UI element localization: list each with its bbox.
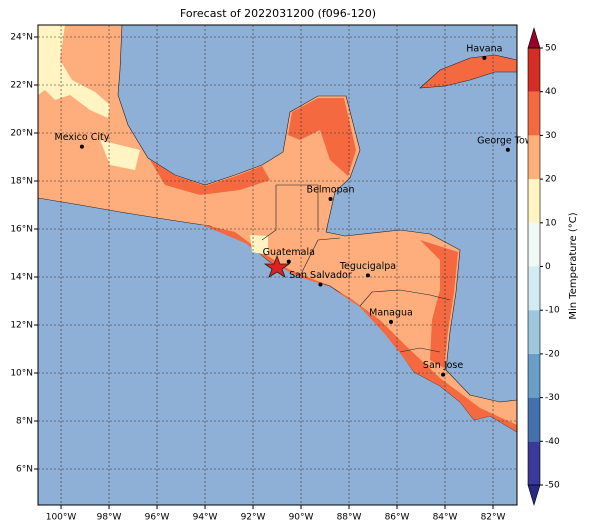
city-label: Guatemala: [263, 247, 315, 258]
map-title: Forecast of 2022031200 (f096-120): [180, 7, 376, 20]
lon-tick-label: 98°W: [97, 513, 122, 523]
colorbar-tick-label: -10: [545, 306, 560, 316]
colorbar-tick-label: 20: [545, 175, 557, 185]
lon-tick-label: 90°W: [289, 513, 314, 523]
colorbar-tick-label: 50: [545, 44, 557, 54]
lon-tick-label: 100°W: [46, 513, 77, 523]
city-label: George Town: [477, 135, 538, 146]
city-label: Belmopan: [307, 185, 355, 196]
lat-tick-label: 8°N: [16, 417, 33, 427]
lon-tick-label: 82°W: [481, 513, 506, 523]
colorbar-segment: [528, 91, 540, 136]
city-label: Havana: [466, 43, 502, 54]
lat-tick-label: 12°N: [10, 321, 33, 331]
city-label: Tegucigalpa: [339, 261, 396, 272]
city-dot: [389, 319, 394, 324]
warm-zone: [150, 98, 517, 432]
colorbar-segment: [528, 353, 540, 398]
colorbar-segment: [528, 441, 540, 485]
land: [419, 54, 517, 89]
city-dot: [286, 259, 291, 264]
colorbar-segment: [528, 48, 540, 92]
lat-tick-label: 10°N: [10, 369, 33, 379]
colorbar-segment: [528, 179, 540, 223]
lon-tick-label: 84°W: [433, 513, 458, 523]
lat-tick-label: 24°N: [10, 33, 33, 43]
city-dot: [365, 273, 370, 278]
city-label: San Salvador: [289, 270, 352, 281]
lon-tick-label: 86°W: [385, 513, 410, 523]
colorbar-under: [527, 484, 541, 507]
colorbar-segment: [528, 397, 540, 442]
highlight-star: [263, 254, 291, 278]
lat-tick-label: 20°N: [10, 129, 33, 139]
lat-tick-label: 6°N: [16, 465, 33, 475]
colorbar-tick-label: 30: [545, 131, 557, 141]
city-dot: [79, 144, 84, 149]
colorbar-tick-label: -40: [545, 437, 560, 447]
lat-tick-label: 14°N: [10, 273, 33, 283]
cool-zone: [38, 25, 268, 255]
colorbar-over: [527, 26, 541, 49]
colorbar-label: Min Temperature (°C): [568, 212, 579, 319]
colorbar-tick-label: -50: [545, 481, 560, 491]
city-label: San Jose: [423, 360, 463, 371]
colorbar-segment: [528, 266, 540, 311]
lat-tick-label: 16°N: [10, 225, 33, 235]
city-label: Managua: [369, 307, 413, 318]
lon-tick-label: 96°W: [145, 513, 170, 523]
city-dot: [318, 282, 323, 287]
colorbar-segment: [528, 222, 540, 267]
colorbar-tick-label: 40: [545, 87, 557, 97]
map-frame: [37, 24, 518, 506]
border: [261, 184, 451, 353]
city-dot: [328, 197, 333, 201]
lon-tick-label: 92°W: [241, 513, 266, 523]
city-dot: [441, 372, 446, 377]
lon-tick-label: 94°W: [193, 513, 218, 523]
city-label: Mexico City: [55, 132, 110, 143]
colorbar-tick-label: -20: [545, 349, 560, 359]
city-dot: [505, 147, 510, 152]
colorbar-segment: [528, 135, 540, 180]
city-dot: [482, 55, 487, 60]
lat-tick-label: 18°N: [10, 177, 33, 187]
lat-tick-label: 22°N: [10, 81, 33, 91]
lon-tick-label: 88°W: [337, 513, 362, 523]
colorbar-segment: [528, 310, 540, 354]
colorbar-tick-label: 10: [545, 218, 557, 228]
colorbar-tick-label: -30: [545, 393, 560, 403]
colorbar-tick-label: 0: [545, 262, 551, 272]
